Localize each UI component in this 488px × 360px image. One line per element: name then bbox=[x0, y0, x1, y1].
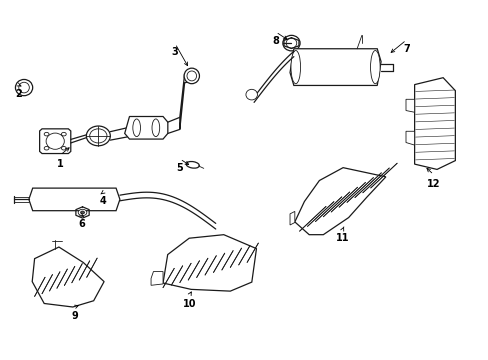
Polygon shape bbox=[180, 74, 189, 129]
Text: 12: 12 bbox=[426, 179, 440, 189]
Ellipse shape bbox=[370, 50, 379, 84]
Text: 3: 3 bbox=[171, 47, 178, 57]
Polygon shape bbox=[414, 78, 454, 170]
Ellipse shape bbox=[44, 132, 49, 136]
Ellipse shape bbox=[186, 162, 199, 168]
Text: 11: 11 bbox=[335, 233, 349, 243]
Text: 10: 10 bbox=[182, 299, 196, 309]
Text: 8: 8 bbox=[272, 36, 279, 46]
Text: 4: 4 bbox=[100, 196, 106, 206]
Polygon shape bbox=[151, 271, 163, 285]
Ellipse shape bbox=[46, 133, 64, 149]
Polygon shape bbox=[289, 211, 294, 225]
Text: 2: 2 bbox=[15, 89, 21, 99]
Polygon shape bbox=[163, 235, 256, 291]
Ellipse shape bbox=[152, 119, 160, 136]
Ellipse shape bbox=[44, 147, 49, 150]
Text: 9: 9 bbox=[71, 311, 78, 321]
Polygon shape bbox=[405, 131, 414, 145]
Ellipse shape bbox=[186, 71, 196, 81]
Ellipse shape bbox=[245, 89, 257, 100]
Ellipse shape bbox=[61, 147, 66, 150]
Polygon shape bbox=[405, 99, 414, 112]
Ellipse shape bbox=[285, 38, 296, 48]
Polygon shape bbox=[124, 117, 167, 139]
Text: 6: 6 bbox=[78, 219, 85, 229]
Polygon shape bbox=[294, 168, 385, 235]
Ellipse shape bbox=[184, 68, 199, 84]
Text: 7: 7 bbox=[402, 44, 409, 54]
Text: 5: 5 bbox=[176, 163, 183, 173]
Polygon shape bbox=[40, 129, 71, 154]
Ellipse shape bbox=[81, 211, 84, 214]
Polygon shape bbox=[32, 247, 104, 307]
Polygon shape bbox=[289, 49, 380, 85]
Ellipse shape bbox=[282, 35, 300, 51]
Ellipse shape bbox=[16, 80, 33, 96]
Polygon shape bbox=[29, 188, 120, 211]
Ellipse shape bbox=[133, 119, 140, 136]
Ellipse shape bbox=[78, 209, 87, 216]
Text: 1: 1 bbox=[57, 159, 63, 169]
Ellipse shape bbox=[290, 50, 300, 84]
Ellipse shape bbox=[19, 82, 29, 93]
Ellipse shape bbox=[89, 129, 107, 143]
Ellipse shape bbox=[61, 132, 66, 136]
Ellipse shape bbox=[86, 126, 110, 146]
